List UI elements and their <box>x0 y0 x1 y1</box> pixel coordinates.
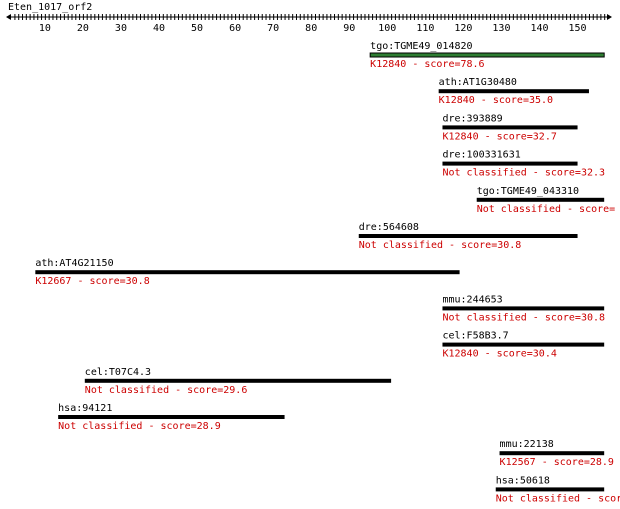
hit-id-label[interactable]: tgo:TGME49_043310 <box>477 186 579 197</box>
hit-id-label[interactable]: tgo:TGME49_014820 <box>370 41 472 52</box>
hit-bar[interactable] <box>442 306 605 311</box>
ruler-tick-label: 140 <box>530 23 548 34</box>
hit-bar[interactable] <box>369 52 605 58</box>
hit-bar[interactable] <box>476 197 605 202</box>
hit-id-label[interactable]: ath:AT4G21150 <box>35 258 113 269</box>
hit-id-label[interactable]: cel:F58B3.7 <box>442 331 508 342</box>
hit-bar[interactable] <box>442 342 605 347</box>
hit-score-label[interactable]: K12840 - score=30.4 <box>442 349 556 360</box>
ruler-tick-label: 130 <box>492 23 510 34</box>
hit-row[interactable]: cel:F58B3.7 K12840 - score=30.4 <box>442 331 605 360</box>
hit-id-label[interactable]: cel:T07C4.3 <box>85 367 151 378</box>
ruler-tick-label: 110 <box>416 23 434 34</box>
hit-score-label[interactable]: K12567 - score=28.9 <box>500 457 614 468</box>
hit-bar[interactable] <box>499 451 605 456</box>
query-title: Eten_1017_orf2 <box>8 2 92 13</box>
hit-bar[interactable] <box>442 125 578 130</box>
hit-row[interactable]: dre:564608 Not classified - score=30.8 <box>358 222 578 251</box>
hit-score-label[interactable]: Not classified - score=32.3 <box>442 168 605 179</box>
hit-score-label[interactable]: Not classified - score=28.9 <box>58 421 221 432</box>
hit-id-label[interactable]: hsa:94121 <box>58 403 112 414</box>
hit-list: tgo:TGME49_014820 K12840 - score=78.6 ath:… <box>35 41 620 504</box>
hit-bar[interactable] <box>358 234 578 238</box>
hit-score-label[interactable]: K12840 - score=32.7 <box>442 131 556 142</box>
ruler-tick-label: 120 <box>454 23 472 34</box>
hit-score-label[interactable]: Not classified - score= <box>477 204 615 215</box>
hit-score-label[interactable]: Not classified - score=30.8 <box>359 240 522 251</box>
hit-bar[interactable] <box>442 161 578 166</box>
ruler-tick-label: 80 <box>305 23 317 34</box>
hit-bar[interactable] <box>58 415 285 419</box>
hit-id-label[interactable]: ath:AT1G30480 <box>439 77 517 88</box>
hit-row[interactable]: tgo:TGME49_043310 Not classified - score= <box>476 186 615 215</box>
ruler-tick-label: 150 <box>569 23 587 34</box>
ruler-tick-label: 40 <box>153 23 165 34</box>
hit-id-label[interactable]: dre:393889 <box>442 113 502 124</box>
hit-score-label[interactable]: K12667 - score=30.8 <box>35 276 149 287</box>
hit-bar[interactable] <box>84 378 392 383</box>
ruler-tick-label: 20 <box>77 23 89 34</box>
hit-bar[interactable] <box>495 487 605 492</box>
hit-row[interactable]: ath:AT4G21150 K12667 - score=30.8 <box>35 258 460 287</box>
hit-id-label[interactable]: dre:100331631 <box>442 150 520 161</box>
hit-row[interactable]: hsa:94121 Not classified - score=28.9 <box>58 403 285 432</box>
hit-row[interactable]: mmu:244653 Not classified - score=30.8 <box>442 294 605 323</box>
hit-score-label[interactable]: K12840 - score=35.0 <box>439 95 553 106</box>
arrow-left-icon <box>6 14 11 20</box>
ruler-tick-label: 90 <box>343 23 355 34</box>
ruler-tick-label: 70 <box>267 23 279 34</box>
hit-row[interactable]: mmu:22138 K12567 - score=28.9 <box>499 439 614 468</box>
hit-id-label[interactable]: dre:564608 <box>359 222 419 233</box>
ruler-tick-label: 10 <box>39 23 51 34</box>
ruler-tick-label: 100 <box>378 23 396 34</box>
hit-score-label[interactable]: K12840 - score=78.6 <box>370 59 484 70</box>
ruler-tick-label: 50 <box>191 23 203 34</box>
hit-row[interactable]: dre:393889 K12840 - score=32.7 <box>442 113 578 142</box>
position-ruler: 10 20 30 40 50 60 70 80 90 100 110 120 130 140 150 <box>6 14 612 34</box>
hit-row[interactable]: tgo:TGME49_014820 K12840 - score=78.6 <box>369 41 605 70</box>
hit-bar[interactable] <box>35 270 460 275</box>
hit-score-label[interactable]: Not classified - scor <box>496 493 620 504</box>
hit-bar[interactable] <box>438 89 589 94</box>
hit-row[interactable]: cel:T07C4.3 Not classified - score=29.6 <box>84 367 392 396</box>
ruler-tick-label: 60 <box>229 23 241 34</box>
hit-row[interactable]: ath:AT1G30480 K12840 - score=35.0 <box>438 77 589 106</box>
hit-row[interactable]: hsa:50618 Not classified - scor <box>495 475 620 504</box>
hit-score-label[interactable]: Not classified - score=29.6 <box>85 385 248 396</box>
ruler-tick-label: 30 <box>115 23 127 34</box>
hit-id-label[interactable]: hsa:50618 <box>496 475 550 486</box>
hit-id-label[interactable]: mmu:244653 <box>442 294 502 305</box>
arrow-right-icon <box>607 14 612 20</box>
hit-id-label[interactable]: mmu:22138 <box>500 439 554 450</box>
hit-score-label[interactable]: Not classified - score=30.8 <box>442 312 605 323</box>
hit-row[interactable]: dre:100331631 Not classified - score=32.3 <box>442 150 605 179</box>
